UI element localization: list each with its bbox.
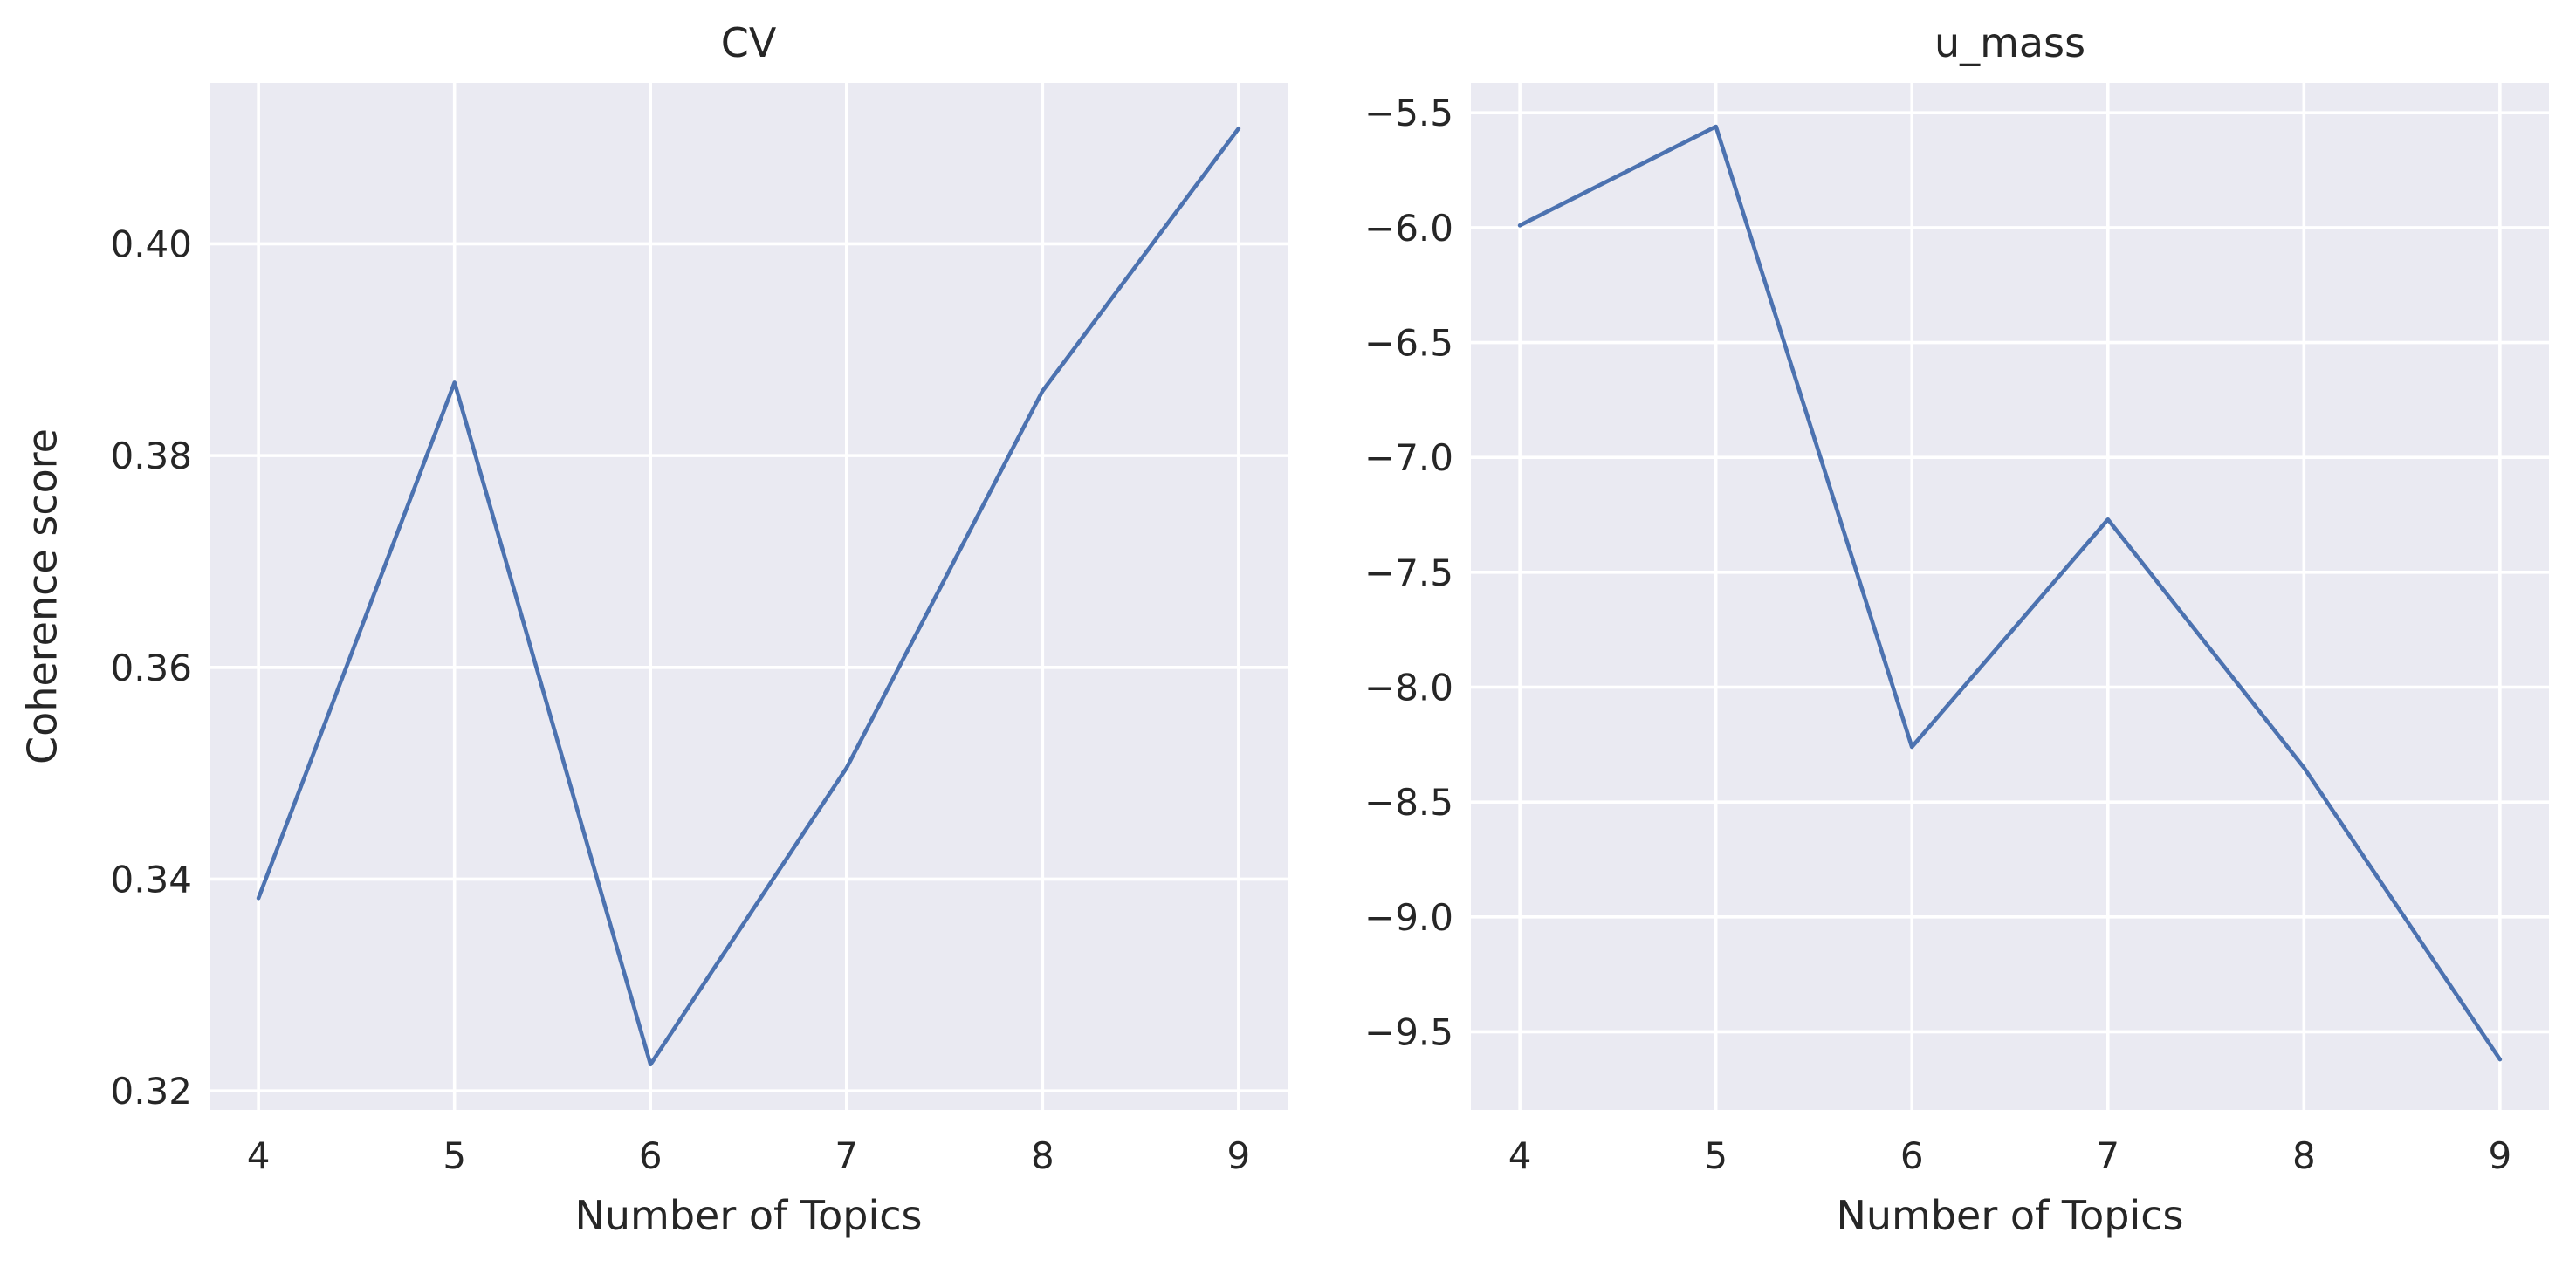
cv-panel: 4 5 6 7 8 9 0.32 0.34 0.36 0.38 0.40 CV Number of …	[19, 19, 1288, 1239]
umass-title: u_mass	[1934, 19, 2085, 66]
umass-x-tick-label: 7	[2096, 1134, 2119, 1177]
cv-series-line	[256, 126, 1241, 1067]
umass-x-tick-label: 6	[1900, 1134, 1924, 1177]
cv-plot-area	[210, 83, 1288, 1110]
cv-x-tick-label: 5	[443, 1134, 466, 1177]
cv-series	[256, 126, 1241, 1067]
cv-x-tick-label: 8	[1031, 1134, 1054, 1177]
umass-y-tick-label: −7.0	[1364, 436, 1453, 479]
umass-y-tick-label: −7.5	[1364, 551, 1453, 594]
umass-x-tick-label: 8	[2292, 1134, 2316, 1177]
umass-x-tick-label: 9	[2488, 1134, 2511, 1177]
cv-y-tick-label: 0.36	[110, 647, 192, 689]
cv-grid	[210, 83, 1288, 1110]
cv-x-tick-label: 6	[639, 1134, 663, 1177]
cv-y-tick-label: 0.34	[110, 858, 192, 901]
cv-x-tick-label: 7	[835, 1134, 858, 1177]
umass-y-tick-label: −8.0	[1364, 667, 1453, 709]
cv-y-axis-label: Coherence score	[19, 428, 66, 764]
umass-y-tick-label: −6.0	[1364, 207, 1453, 250]
cv-y-tick-label: 0.32	[110, 1070, 192, 1113]
umass-x-tick-label: 5	[1704, 1134, 1728, 1177]
umass-y-tick-label: −9.0	[1364, 896, 1453, 939]
cv-y-tick-label: 0.40	[110, 223, 192, 265]
umass-y-tick-label: −6.5	[1364, 322, 1453, 365]
umass-y-tick-label: −9.5	[1364, 1010, 1453, 1053]
cv-x-tick-label: 4	[247, 1134, 271, 1177]
umass-grid	[1471, 83, 2549, 1110]
cv-tick-labels: 4 5 6 7 8 9 0.32 0.34 0.36 0.38 0.40	[110, 223, 1250, 1177]
umass-y-tick-label: −8.5	[1364, 781, 1453, 824]
cv-x-axis-label: Number of Topics	[574, 1192, 922, 1239]
umass-series-line	[1517, 124, 2503, 1062]
umass-x-tick-label: 4	[1508, 1134, 1532, 1177]
cv-y-tick-label: 0.38	[110, 435, 192, 477]
umass-y-tick-label: −5.5	[1364, 92, 1453, 134]
umass-plot-area	[1471, 83, 2549, 1110]
cv-title: CV	[721, 19, 777, 66]
umass-tick-labels: 4 5 6 7 8 9 −9.5 −9.0 −8.5 −8.0 −7.5 −7.0 −6.5 −6.0 −5…	[1364, 92, 2511, 1177]
umass-x-axis-label: Number of Topics	[1836, 1192, 2183, 1239]
umass-panel: 4 5 6 7 8 9 −9.5 −9.0 −8.5 −8.0 −7.5 −7.0 −6.5 −6.0 −5…	[1364, 19, 2549, 1239]
cv-x-tick-label: 9	[1226, 1134, 1250, 1177]
umass-series	[1517, 124, 2503, 1062]
